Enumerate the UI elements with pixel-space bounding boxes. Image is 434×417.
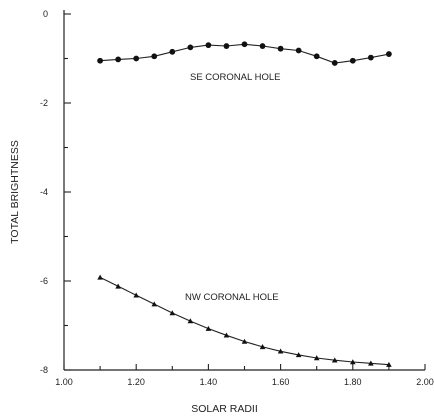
y-tick-label: -4	[40, 187, 48, 197]
data-point	[97, 57, 103, 64]
data-point	[187, 44, 194, 51]
data-point	[295, 47, 302, 54]
series-2	[97, 274, 392, 367]
x-tick-label: 1.20	[127, 377, 145, 387]
x-tick-label: 2.00	[416, 377, 434, 387]
data-point	[277, 45, 284, 52]
data-point	[169, 310, 176, 316]
data-point	[386, 51, 392, 57]
data-point	[331, 357, 338, 363]
data-point	[187, 318, 194, 324]
data-point	[241, 338, 248, 344]
y-axis-title: TOTAL BRIGHTNESS	[9, 140, 21, 244]
data-point	[259, 344, 266, 350]
x-tick-label: 1.80	[344, 377, 362, 387]
series-1	[97, 41, 392, 66]
series-line	[99, 276, 389, 366]
x-tick-label: 1.60	[272, 377, 290, 387]
data-point	[331, 60, 338, 66]
data-point	[313, 355, 320, 361]
data-point	[133, 55, 140, 62]
data-point	[349, 57, 356, 64]
data-point	[115, 56, 122, 63]
data-point	[295, 352, 302, 358]
y-tick-label: -6	[40, 276, 48, 286]
data-point	[367, 54, 374, 61]
y-tick-label: 0	[43, 9, 48, 19]
x-ticks: 1.00 1.20 1.40 1.60 1.80 2.00	[55, 364, 434, 387]
series-group	[97, 41, 392, 367]
data-point	[205, 42, 212, 49]
data-point	[223, 43, 230, 49]
data-point	[115, 283, 121, 289]
y-tick-label: -2	[40, 98, 48, 108]
y-tick-label: -8	[40, 365, 48, 375]
data-point	[259, 43, 266, 49]
x-tick-label: 1.00	[55, 377, 73, 387]
data-point	[133, 292, 139, 298]
x-tick-label: 1.40	[200, 377, 218, 387]
series-annotation: SE CORONAL HOLE	[190, 72, 280, 83]
data-point	[313, 53, 320, 60]
y-ticks: 0 -2 -4 -6 -8	[40, 9, 71, 375]
data-point	[151, 53, 158, 60]
data-point	[241, 41, 248, 48]
data-point	[151, 301, 158, 307]
annotations: SE CORONAL HOLE NW CORONAL HOLE	[185, 72, 280, 303]
data-point	[223, 332, 230, 338]
x-axis-title: SOLAR RADII	[191, 403, 258, 415]
data-point	[368, 360, 374, 366]
data-point	[386, 361, 392, 367]
axes	[63, 10, 425, 371]
data-point	[350, 359, 356, 365]
data-point	[169, 48, 176, 55]
series-annotation: NW CORONAL HOLE	[185, 292, 279, 303]
data-point	[277, 348, 284, 354]
data-point	[97, 274, 103, 280]
data-point	[205, 325, 212, 331]
